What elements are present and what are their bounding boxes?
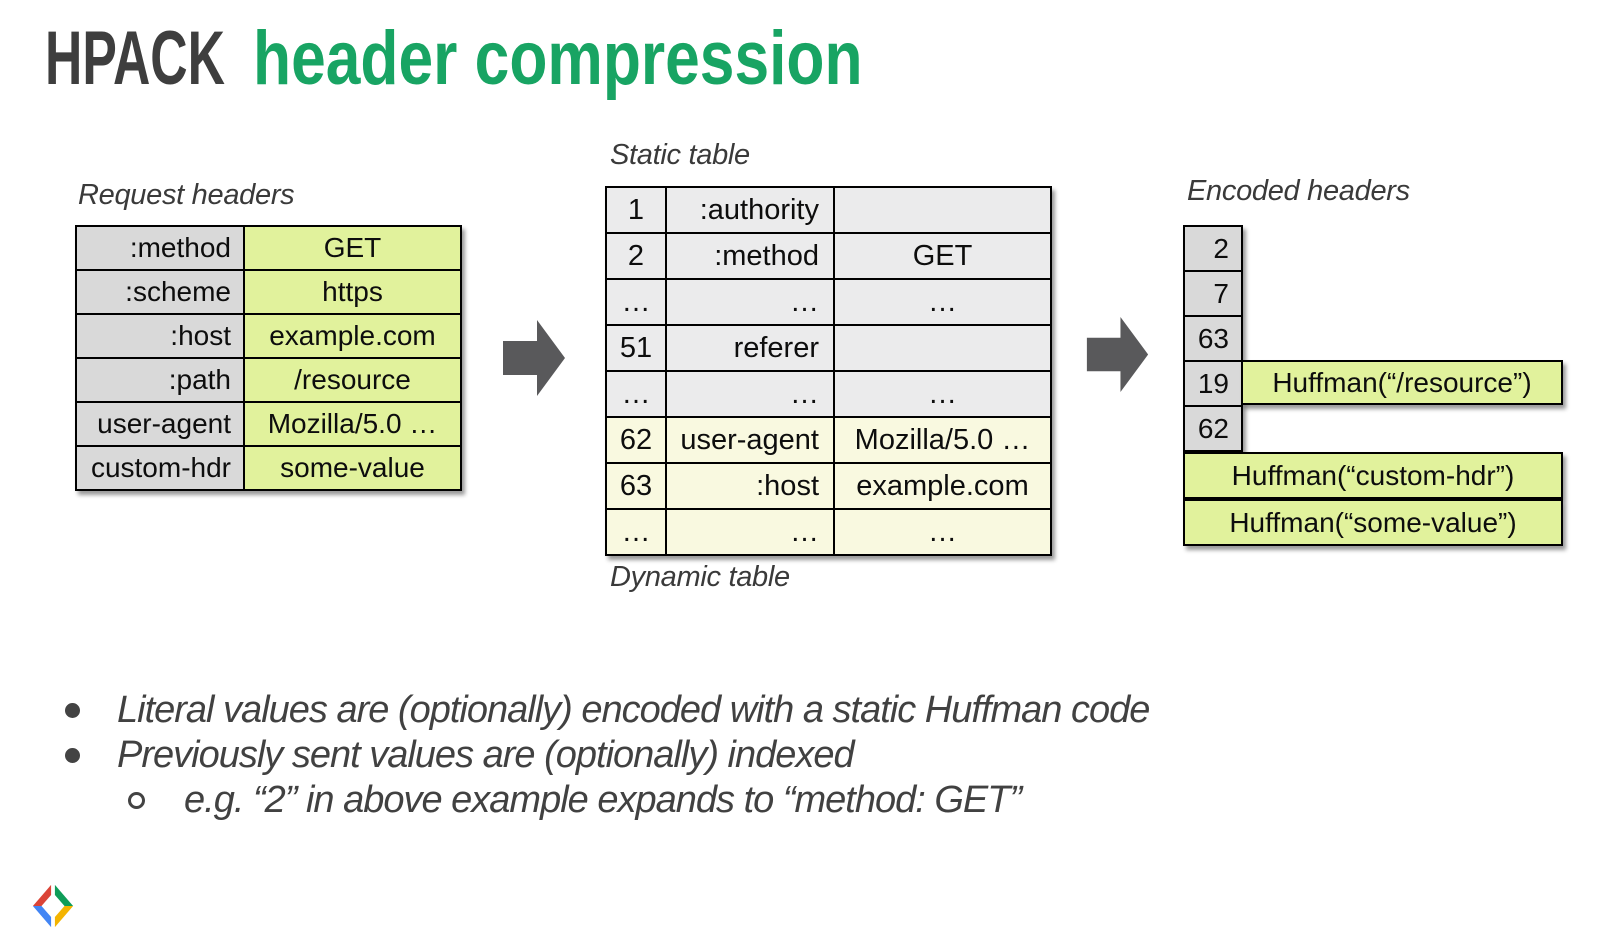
table-row-value: … — [835, 510, 1052, 556]
table-row-name: referer — [667, 326, 835, 372]
table-row-value — [835, 326, 1052, 372]
request-header-name: user-agent — [77, 403, 245, 447]
table-row-index: … — [607, 372, 667, 418]
request-header-name: :host — [77, 315, 245, 359]
static-table-label: Static table — [610, 139, 750, 171]
encoded-index-column: 2 7 63 19 62 — [1183, 225, 1243, 452]
table-row-index: 1 — [607, 188, 667, 234]
arrow-right-icon — [503, 320, 565, 396]
table-row-name: … — [667, 372, 835, 418]
table-row-index: 51 — [607, 326, 667, 372]
table-row-index: 2 — [607, 234, 667, 280]
encoded-index-cell: 19 — [1185, 362, 1243, 407]
table-row-name: user-agent — [667, 418, 835, 464]
encoded-headers-label: Encoded headers — [1187, 175, 1410, 207]
bullet-circle-icon — [128, 792, 145, 809]
bullet-item: Literal values are (optionally) encoded … — [0, 688, 1150, 733]
request-header-value: some-value — [245, 447, 462, 491]
table-row-value: … — [835, 372, 1052, 418]
request-headers-table: :method GET:scheme https:host example.com:p… — [75, 225, 462, 491]
request-header-value: https — [245, 271, 462, 315]
encoded-index-cell: 62 — [1185, 407, 1243, 452]
arrow-right-icon — [1086, 316, 1149, 393]
request-header-value: Mozilla/5.0 … — [245, 403, 462, 447]
page-title-rest: header compression — [253, 16, 863, 101]
table-row-name: :authority — [667, 188, 835, 234]
table-row-value: Mozilla/5.0 … — [835, 418, 1052, 464]
request-header-name: :scheme — [77, 271, 245, 315]
table-row-index: 63 — [607, 464, 667, 510]
bullet-text: Literal values are (optionally) encoded … — [117, 689, 1150, 731]
request-header-name: :method — [77, 227, 245, 271]
dynamic-table-label: Dynamic table — [610, 561, 790, 593]
request-header-value: /resource — [245, 359, 462, 403]
bullet-text: Previously sent values are (optionally) … — [117, 734, 855, 776]
bullet-dot-icon — [65, 748, 80, 763]
table-row-value: … — [835, 280, 1052, 326]
static-dynamic-table: 1:authority 2:method GET……… 51 referer……… 62 u… — [605, 186, 1052, 556]
encoded-index-cell: 63 — [1185, 317, 1243, 362]
request-header-name: :path — [77, 359, 245, 403]
encoded-literal-box: Huffman(“/resource”) — [1241, 360, 1563, 405]
table-row-value: GET — [835, 234, 1052, 280]
request-headers-label: Request headers — [78, 179, 295, 211]
table-row-value — [835, 188, 1052, 234]
page-title-hpack: HPACK — [45, 16, 225, 101]
table-row-value: example.com — [835, 464, 1052, 510]
bullet-item: Previously sent values are (optionally) … — [0, 733, 855, 778]
table-row-name: :method — [667, 234, 835, 280]
table-row-index: … — [607, 510, 667, 556]
table-row-name: … — [667, 280, 835, 326]
bullet-text: e.g. “2” in above example expands to “me… — [184, 779, 1022, 821]
request-header-name: custom-hdr — [77, 447, 245, 491]
table-row-index: … — [607, 280, 667, 326]
encoded-index-cell: 7 — [1185, 272, 1243, 317]
request-header-value: GET — [245, 227, 462, 271]
table-row-name: … — [667, 510, 835, 556]
request-header-value: example.com — [245, 315, 462, 359]
table-row-index: 62 — [607, 418, 667, 464]
encoded-literal-box: Huffman(“custom-hdr”) — [1183, 452, 1563, 499]
encoded-literal-box: Huffman(“some-value”) — [1183, 499, 1563, 546]
table-row-name: :host — [667, 464, 835, 510]
google-developers-logo-icon — [32, 884, 74, 928]
bullet-item: e.g. “2” in above example expands to “me… — [0, 778, 1022, 823]
bullet-dot-icon — [65, 703, 80, 718]
encoded-index-cell: 2 — [1185, 227, 1243, 272]
